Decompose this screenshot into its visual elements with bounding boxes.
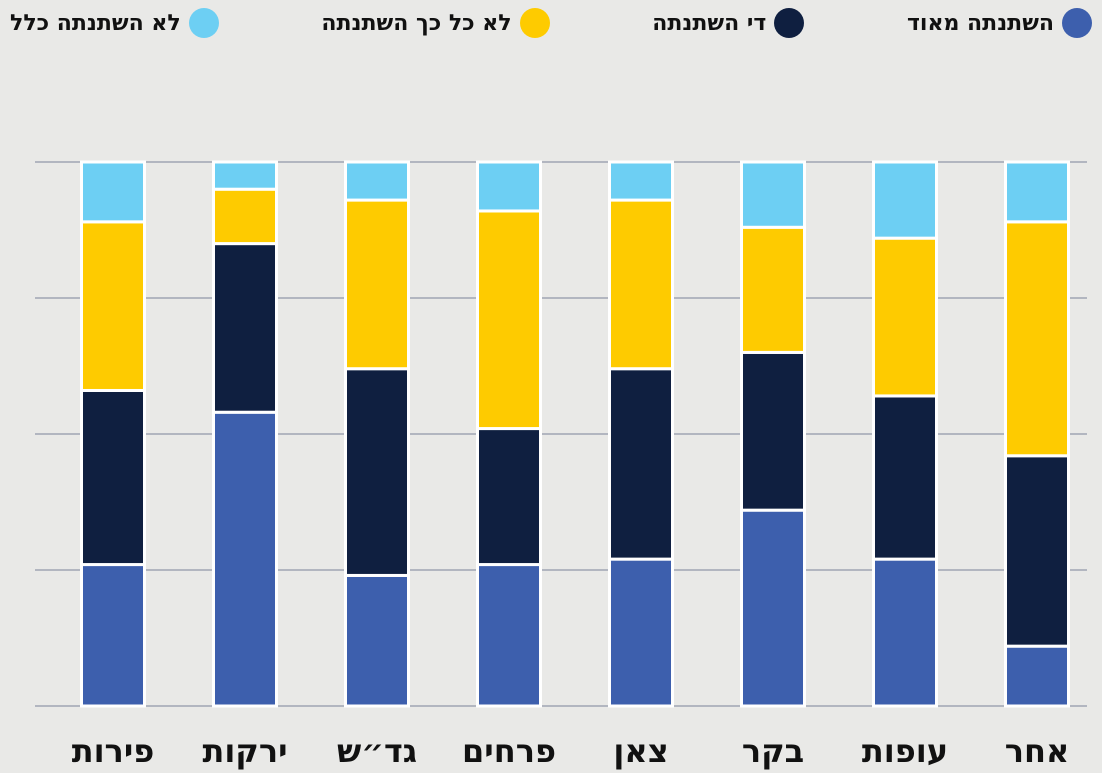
bar-segment xyxy=(1004,644,1070,708)
bar-segment xyxy=(872,557,938,708)
bar-segment xyxy=(740,508,806,708)
legend: השתנתה מאוד די השתנתה לא כל כך השתנתה לא הש… xyxy=(10,8,1092,38)
legend-item: לא השתנתה כלל xyxy=(10,8,219,38)
legend-item: לא כל כך השתנתה xyxy=(321,8,550,38)
x-tick-label: פרחים xyxy=(462,732,556,770)
x-tick-label: צאן xyxy=(613,732,668,770)
bar-segment xyxy=(344,573,410,708)
legend-label: די השתנתה xyxy=(652,10,767,36)
x-tick-label: פירות xyxy=(72,732,155,770)
bar-segment xyxy=(476,563,542,708)
x-tick-label: גד״ש xyxy=(337,732,417,770)
bar-segment xyxy=(1004,454,1070,648)
bar-segment xyxy=(476,427,542,567)
x-tick-label: בקר xyxy=(742,732,804,770)
bar-segment xyxy=(212,242,278,414)
bar-segment xyxy=(344,160,410,202)
bar-segment xyxy=(872,394,938,561)
bar-segment xyxy=(80,160,146,224)
bar-segment xyxy=(80,388,146,567)
bar-segment xyxy=(608,198,674,371)
bar-segment xyxy=(872,236,938,398)
bar-segment xyxy=(608,557,674,708)
legend-item: השתנתה מאוד xyxy=(907,8,1092,38)
x-tick-label: ירקות xyxy=(202,732,287,770)
bar-segment xyxy=(1004,220,1070,458)
bar-segment xyxy=(212,187,278,246)
bar-segment xyxy=(212,160,278,191)
legend-label: השתנתה מאוד xyxy=(906,10,1054,36)
legend-swatch xyxy=(1062,8,1092,38)
bar-segment xyxy=(608,367,674,561)
bar-segment xyxy=(1004,160,1070,224)
bar-segment xyxy=(344,367,410,577)
bar-segment xyxy=(80,220,146,392)
legend-swatch xyxy=(774,8,805,38)
bar-segment xyxy=(80,563,146,708)
legend-label: לא כל כך השתנתה xyxy=(321,10,512,36)
bar-segment xyxy=(740,350,806,512)
legend-swatch xyxy=(188,8,219,38)
x-tick-label: עופות xyxy=(862,732,948,770)
bar-segment xyxy=(476,209,542,431)
bar-segment xyxy=(872,160,938,240)
bar-segment xyxy=(740,160,806,229)
legend-item: די השתנתה xyxy=(652,8,805,38)
bar-segment xyxy=(608,160,674,202)
bar-segment xyxy=(476,160,542,213)
legend-swatch xyxy=(519,8,550,38)
x-tick-label: אחר xyxy=(1005,732,1070,770)
bar-segment xyxy=(344,198,410,371)
bar-segment xyxy=(212,410,278,708)
bar-segment xyxy=(740,225,806,354)
legend-label: לא השתנתה כלל xyxy=(10,10,181,36)
